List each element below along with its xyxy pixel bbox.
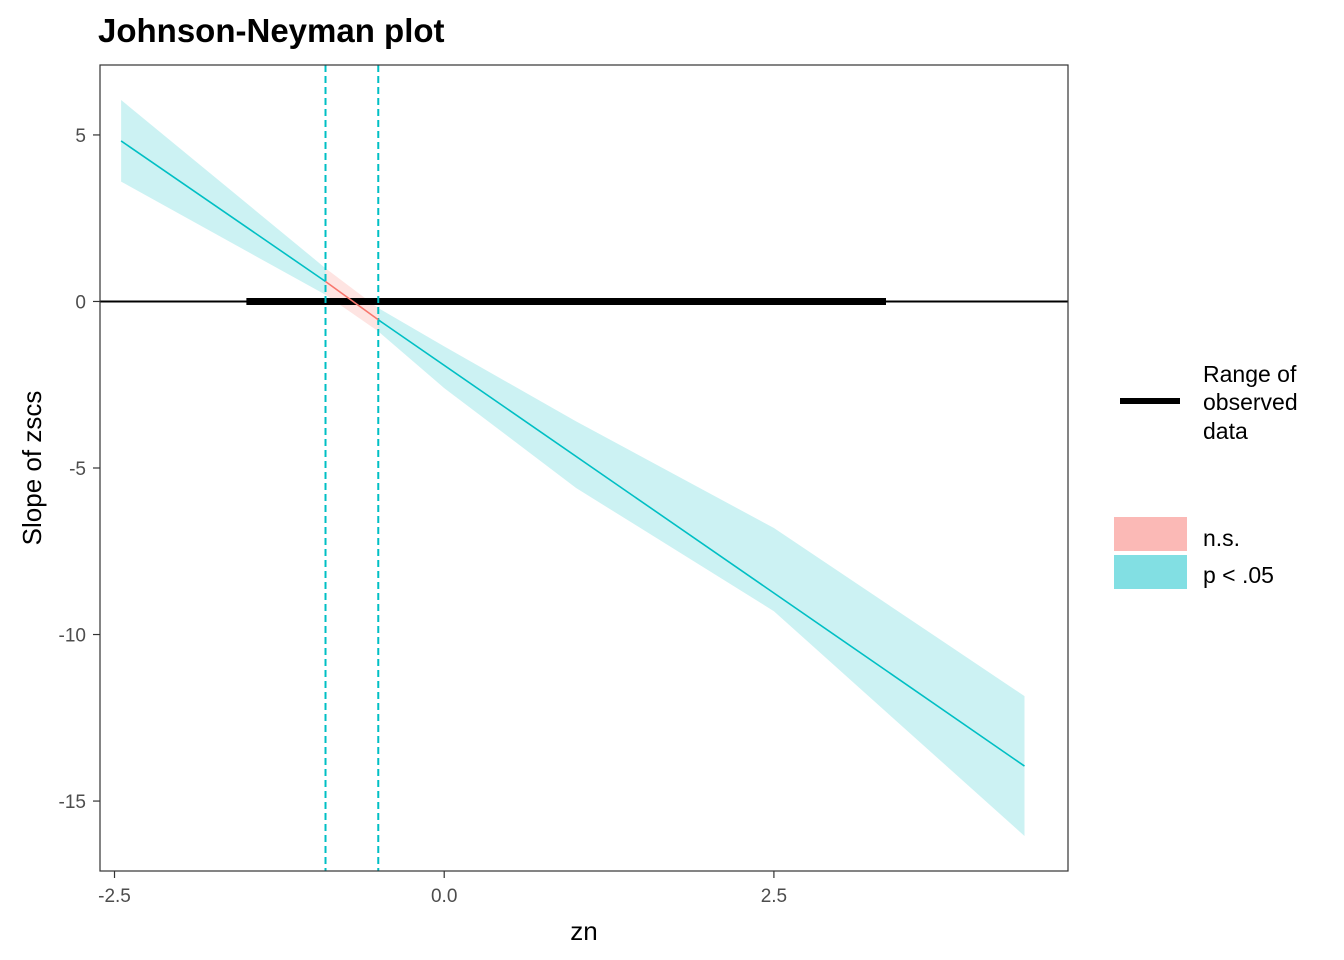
legend-range-label-line: observed [1203,389,1298,415]
x-tick-label: 2.5 [761,886,787,907]
slope-line-significant [120,140,326,283]
legend: Range of observed data n.s. p < .05 [1114,361,1304,589]
legend-sig-key [1114,555,1187,589]
y-axis: 5 0 -5 -10 -15 [59,126,100,813]
x-tick-label: -2.5 [98,886,131,907]
slope-line-layer [120,140,1025,767]
plot-area [99,64,1069,872]
legend-sig-label: p < .05 [1203,562,1274,588]
y-tick-label: -10 [59,626,86,647]
legend-range-label-line: Range of [1203,361,1297,387]
slope-line-ns [325,280,379,321]
x-axis: -2.5 0.0 2.5 [98,871,787,907]
y-tick-label: -5 [69,459,86,480]
legend-ns-label: n.s. [1203,525,1240,551]
legend-ns-key [1114,517,1187,551]
slope-line-significant [377,319,1025,767]
legend-range-label: Range of observed data [1203,361,1304,444]
y-tick-label: 5 [75,126,86,147]
y-tick-label: 0 [75,292,86,313]
x-axis-title: zn [570,916,597,946]
x-tick-label: 0.0 [431,886,457,907]
chart-title: Johnson-Neyman plot [98,12,445,49]
plot-background [100,65,1068,871]
y-tick-label: -15 [59,792,86,813]
legend-range-label-line: data [1203,418,1248,444]
y-axis-title: Slope of zscs [17,391,47,546]
confidence-band-significant [378,308,1025,837]
boundary-layer [324,65,380,871]
